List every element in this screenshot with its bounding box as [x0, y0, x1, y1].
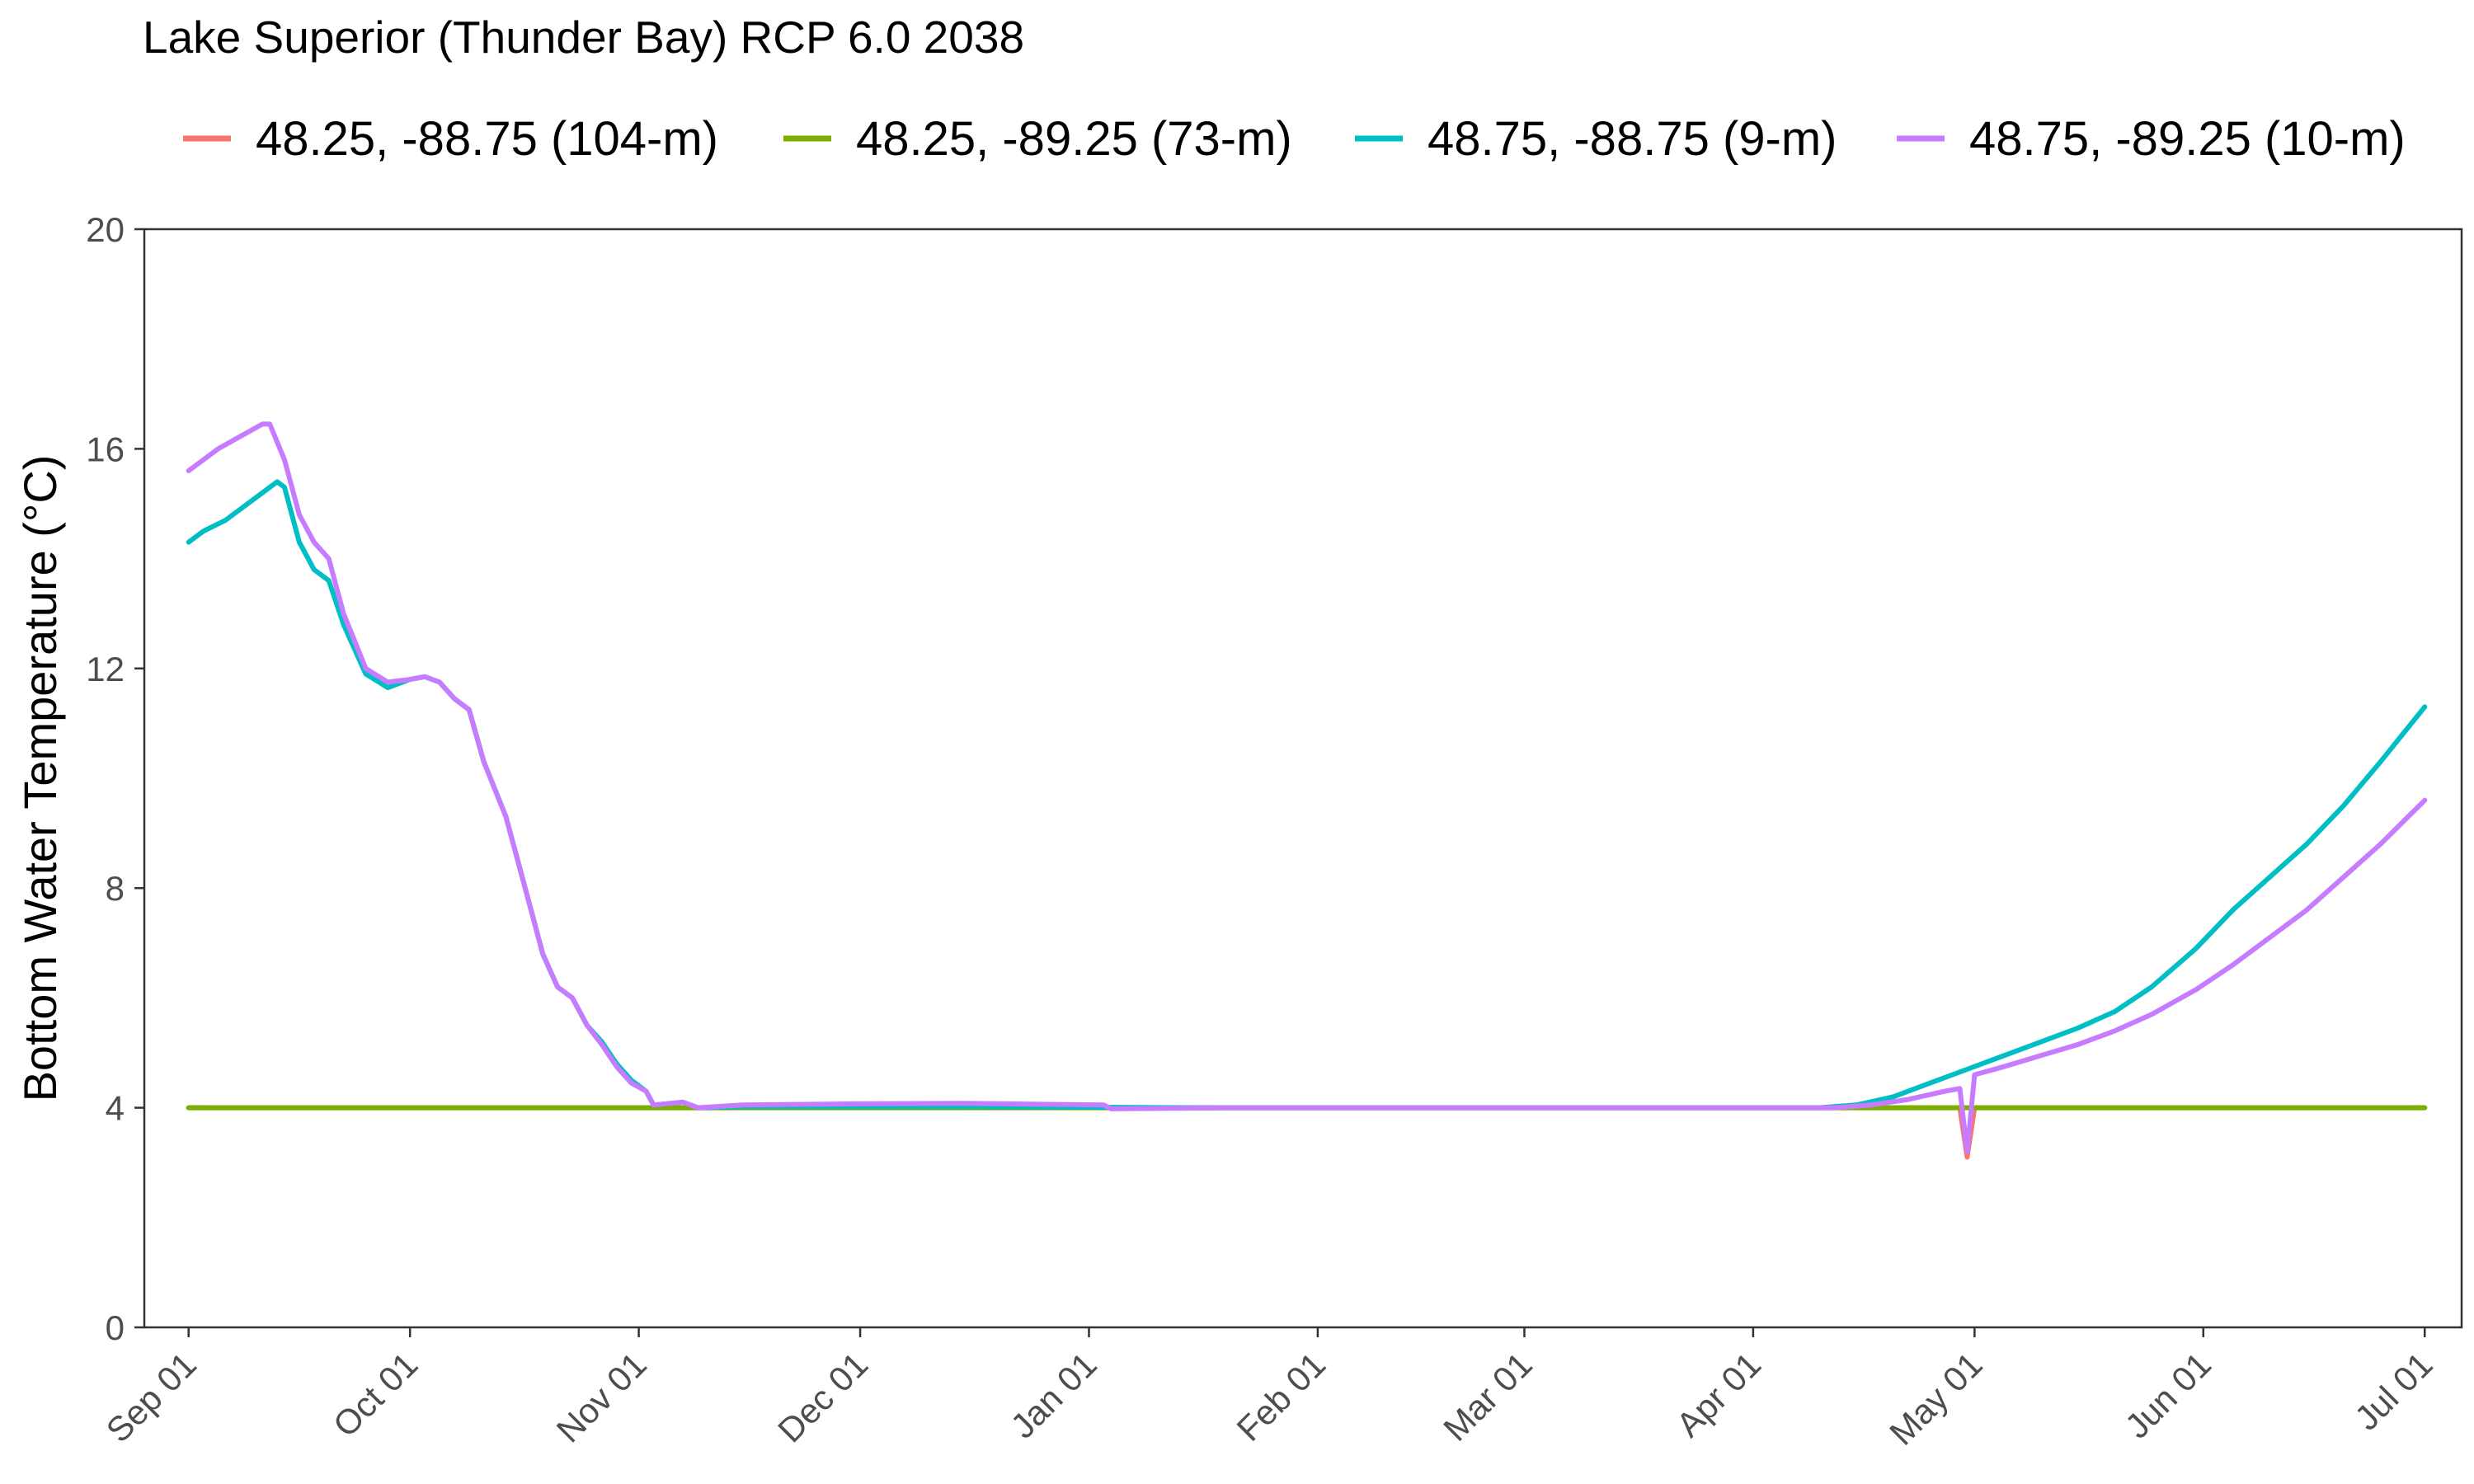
- x-tick-label: Mar 01: [1436, 1345, 1540, 1449]
- legend-label-2: 48.25, -89.25 (73-m): [856, 112, 1292, 166]
- x-tick-label: Jun 01: [2118, 1345, 2218, 1445]
- y-tick-label: 12: [86, 650, 125, 688]
- y-tick-label: 16: [86, 430, 125, 468]
- x-axis: Sep 01 Oct 01 Nov 01 Dec 01 Jan 01 Feb 01 Mar …: [99, 1327, 2440, 1453]
- x-tick-label: Jul 01: [2347, 1345, 2439, 1437]
- x-tick-label: Feb 01: [1230, 1345, 1333, 1449]
- x-tick-label: Oct 01: [326, 1345, 426, 1444]
- y-tick-label: 4: [106, 1089, 125, 1128]
- series-line-1: [186, 1105, 2428, 1160]
- series-line-3: [186, 479, 2428, 1111]
- series-line-4: [186, 421, 2428, 1154]
- chart-title: Lake Superior (Thunder Bay) RCP 6.0 2038: [143, 12, 1024, 63]
- plot-panel: [143, 228, 2463, 1329]
- x-tick-label: Apr 01: [1669, 1345, 1769, 1444]
- legend: 48.25, -88.75 (104-m) 48.25, -89.25 (73-m…: [183, 112, 2406, 166]
- y-axis: 0 4 8 12 16 20: [86, 210, 144, 1347]
- x-tick-label: Dec 01: [770, 1345, 875, 1449]
- x-tick-label: Sep 01: [99, 1345, 204, 1449]
- series-layer: [186, 421, 2428, 1160]
- legend-label-1: 48.25, -88.75 (104-m): [256, 112, 718, 166]
- y-tick-label: 0: [106, 1308, 125, 1347]
- y-tick-label: 20: [86, 210, 125, 249]
- x-tick-label: May 01: [1882, 1345, 1990, 1453]
- y-tick-label: 8: [106, 869, 125, 908]
- y-axis-title: Bottom Water Temperature (°C): [14, 455, 66, 1102]
- x-tick-label: Jan 01: [1003, 1345, 1103, 1445]
- x-tick-label: Nov 01: [549, 1345, 654, 1449]
- legend-label-4: 48.75, -89.25 (10-m): [1969, 112, 2406, 166]
- legend-label-3: 48.75, -88.75 (9-m): [1427, 112, 1837, 166]
